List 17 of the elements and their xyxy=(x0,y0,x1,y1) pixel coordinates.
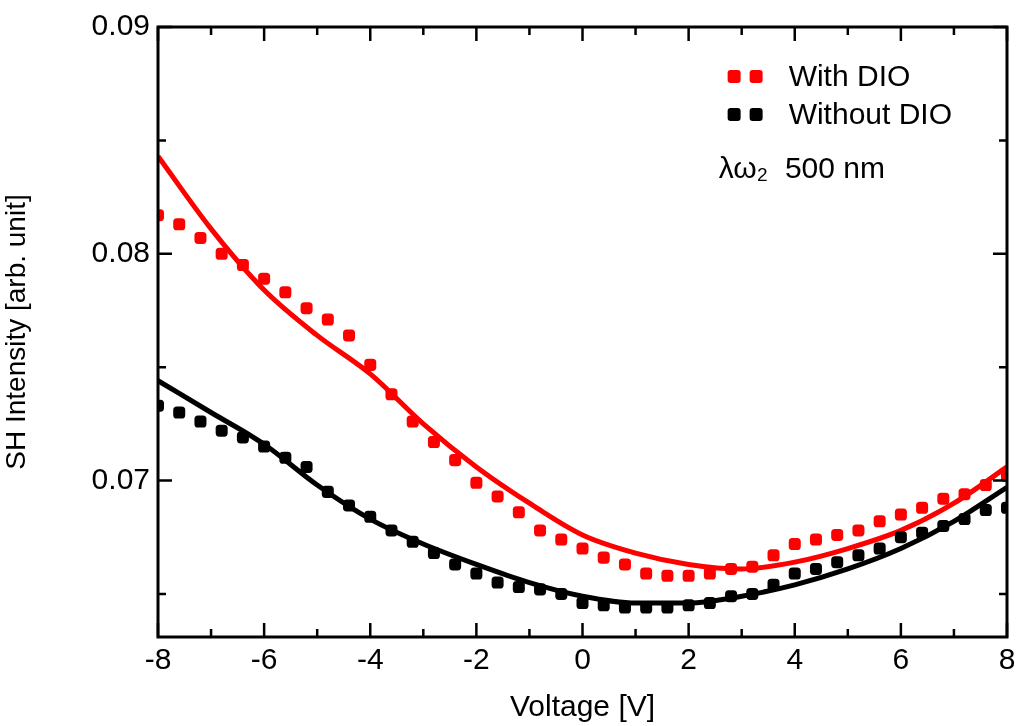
x-tick-label: 8 xyxy=(998,642,1016,676)
x-tick-label: 2 xyxy=(680,642,697,676)
x-tick-label: -2 xyxy=(463,642,490,676)
y-tick-label: 0.08 xyxy=(91,235,150,269)
x-tick-label: 6 xyxy=(892,642,910,676)
y-tick-label: 0.09 xyxy=(91,8,150,42)
x-tick-label: -6 xyxy=(250,642,278,676)
x-tick-label: 0 xyxy=(574,642,591,676)
y-tick-label: 0.07 xyxy=(91,461,150,495)
x-tick-label: -4 xyxy=(356,642,384,676)
legend-label: Without DIO xyxy=(788,97,952,131)
annotation: λω₂ 500 nm xyxy=(718,151,885,185)
x-tick-label: 4 xyxy=(786,642,804,676)
x-tick-label: -8 xyxy=(144,642,172,676)
legend-label: With DIO xyxy=(788,59,911,93)
y-axis-title: SH Intensity [arb. unit] xyxy=(0,194,31,470)
x-axis-title: Voltage [V] xyxy=(509,689,656,723)
